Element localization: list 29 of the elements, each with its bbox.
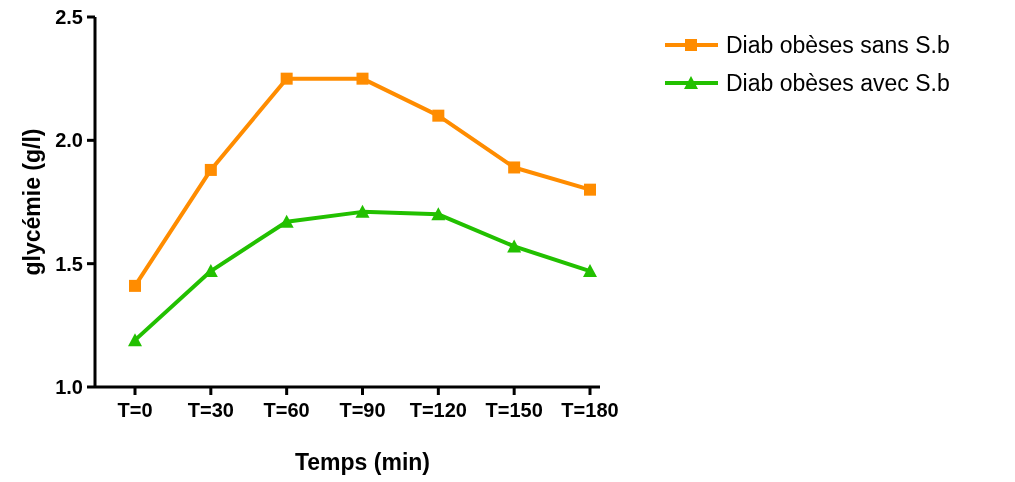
point [128,333,142,347]
x-tick-label: T=150 [485,399,543,421]
legend-label: Diab obèses sans S.b [726,32,950,59]
point [584,183,596,196]
x-tick-label: T=60 [263,399,310,421]
x-tick-label: T=90 [339,399,386,421]
y-tick-label: 1.5 [55,252,83,275]
x-tick-label: T=180 [561,399,619,421]
y-tick-label: 2.0 [55,129,83,152]
x-axis-title: Temps (min) [294,449,431,475]
y-tick-label: 1.0 [55,376,83,398]
point [129,279,141,292]
point [355,204,370,218]
point [431,207,446,221]
point [507,239,522,253]
point [356,72,369,85]
y-axis-title: glycémie (g/l) [19,128,45,276]
point [583,264,597,278]
legend-label: Diab obèses avec S.b [726,70,950,97]
point [279,214,294,228]
x-tick-label: T=0 [117,399,153,421]
point [204,163,217,176]
point [280,72,293,85]
x-tick-label: T=120 [409,399,467,421]
point [203,264,218,278]
point [432,109,445,122]
y-tick-label: 2.5 [55,6,83,28]
x-tick-label: T=30 [187,399,234,421]
point [508,161,521,174]
